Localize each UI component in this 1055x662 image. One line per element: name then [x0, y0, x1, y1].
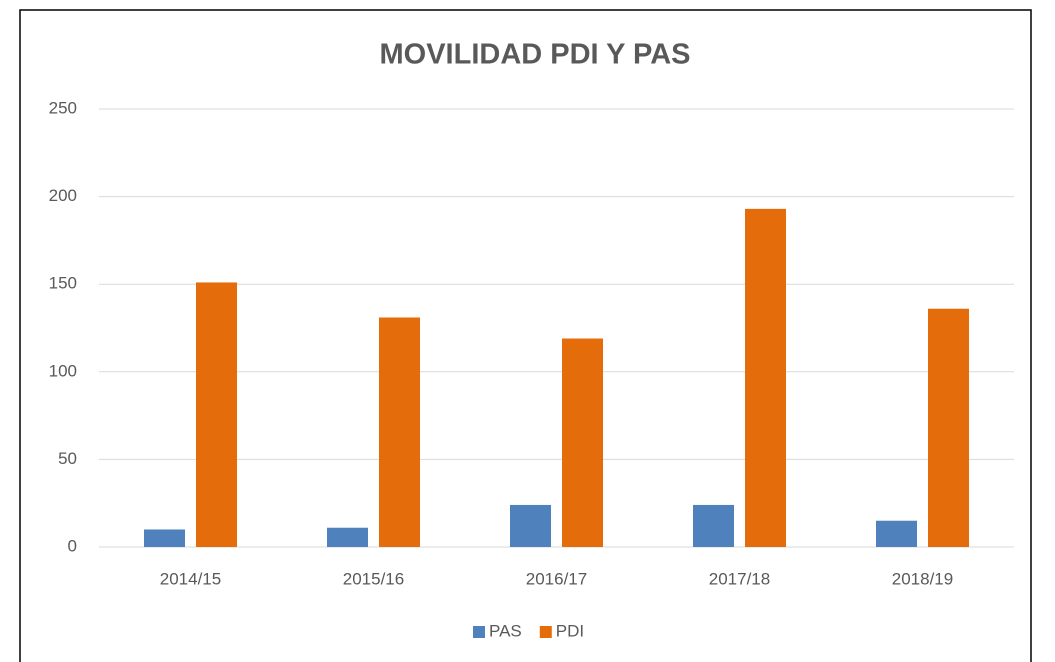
chart-title: MOVILIDAD PDI Y PAS	[380, 39, 691, 71]
bar	[144, 529, 185, 547]
x-tick-label: 2016/17	[526, 569, 587, 588]
x-tick-label: 2017/18	[709, 569, 770, 588]
y-tick-label: 250	[49, 98, 77, 117]
bar	[693, 504, 734, 547]
bar	[379, 317, 420, 547]
legend-swatch	[539, 626, 552, 638]
chart-frame	[19, 9, 1032, 662]
y-tick-label: 100	[49, 361, 77, 380]
legend-label: PAS	[489, 621, 522, 640]
y-tick-label: 0	[68, 536, 77, 555]
bar	[876, 520, 917, 547]
bar	[327, 527, 368, 547]
y-tick-label: 200	[49, 186, 77, 205]
y-tick-label: 150	[49, 274, 77, 293]
bar	[928, 308, 969, 547]
bar	[562, 338, 603, 547]
legend-swatch	[473, 626, 485, 638]
legend-label: PDI	[556, 621, 584, 640]
bar	[745, 208, 786, 547]
x-tick-label: 2015/16	[343, 569, 404, 588]
x-tick-label: 2018/19	[892, 569, 953, 588]
x-tick-label: 2014/15	[160, 569, 221, 588]
y-tick-label: 50	[58, 449, 77, 468]
bar	[510, 504, 551, 547]
bar	[196, 282, 237, 547]
